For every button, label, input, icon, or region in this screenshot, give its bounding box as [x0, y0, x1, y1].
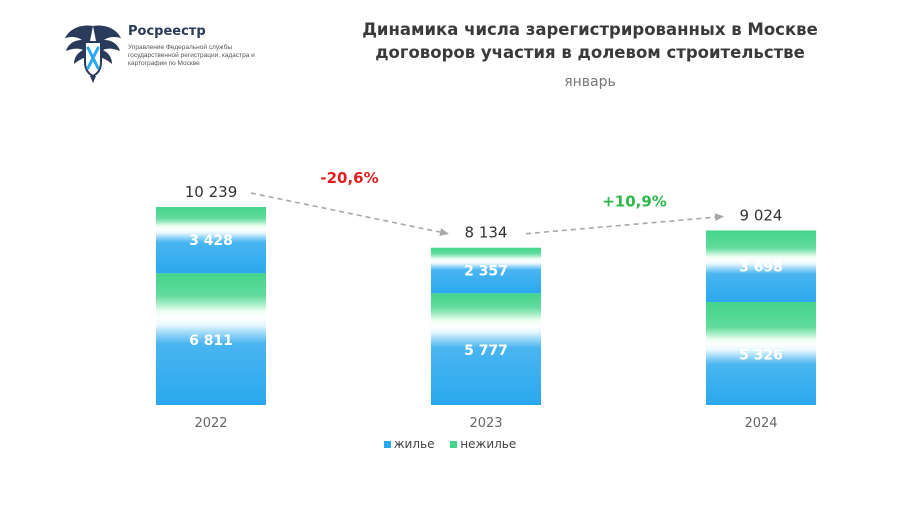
chart-title-line1: Динамика числа зарегистрированных в Моск…: [362, 20, 818, 39]
change-label-2023-2024: +10,9%: [602, 192, 667, 210]
chart-subtitle: январь: [564, 74, 616, 90]
data-label-nonhousing-2023: 2 357: [464, 263, 508, 279]
change-arrow-2023-2024: [525, 213, 724, 235]
data-label-housing-2024: 5 326: [739, 348, 783, 364]
bar-segment-housing-2024: [706, 302, 816, 405]
change-arrow-2022-2023: [250, 192, 449, 237]
eagle-emblem-icon: [65, 25, 121, 83]
bar-segment-housing-2022: [156, 273, 266, 405]
bar-segment-housing-2023: [431, 293, 541, 405]
legend-label-nonhousing: нежилье: [460, 437, 517, 451]
bar-segment-nonhousing-2024: [706, 230, 816, 303]
chart-title-line2: договоров участия в долевом строительств…: [375, 43, 805, 62]
total-label-2022: 10 239: [185, 183, 238, 201]
data-label-housing-2022: 6 811: [189, 333, 233, 349]
legend-item-housing: жилье: [383, 437, 435, 451]
x-tick-label-2023: 2023: [469, 416, 502, 431]
logo-name: Росреестр: [128, 24, 206, 39]
legend-swatch-housing: [383, 441, 391, 448]
legend-swatch-nonhousing: [450, 441, 458, 448]
chart-legend: жилье нежилье: [0, 437, 900, 451]
total-label-2023: 8 134: [465, 224, 508, 242]
legend-item-nonhousing: нежилье: [450, 437, 516, 451]
total-label-2024: 9 024: [740, 206, 783, 224]
x-tick-label-2022: 2022: [194, 416, 227, 431]
bar-segment-nonhousing-2023: [431, 247, 541, 294]
chart-title: Динамика числа зарегистрированных в Моск…: [330, 18, 850, 64]
data-label-housing-2023: 5 777: [464, 343, 508, 359]
rosreestr-logo: Росреестр Управление Федеральной службы …: [62, 18, 262, 88]
x-tick-label-2024: 2024: [744, 416, 777, 431]
data-label-nonhousing-2022: 3 428: [189, 233, 233, 249]
logo-subtitle: Управление Федеральной службы государств…: [128, 44, 255, 67]
data-label-nonhousing-2024: 3 698: [739, 259, 783, 275]
bar-segment-nonhousing-2022: [156, 207, 266, 274]
change-label-2022-2023: -20,6%: [320, 169, 378, 187]
legend-label-housing: жилье: [393, 437, 435, 451]
